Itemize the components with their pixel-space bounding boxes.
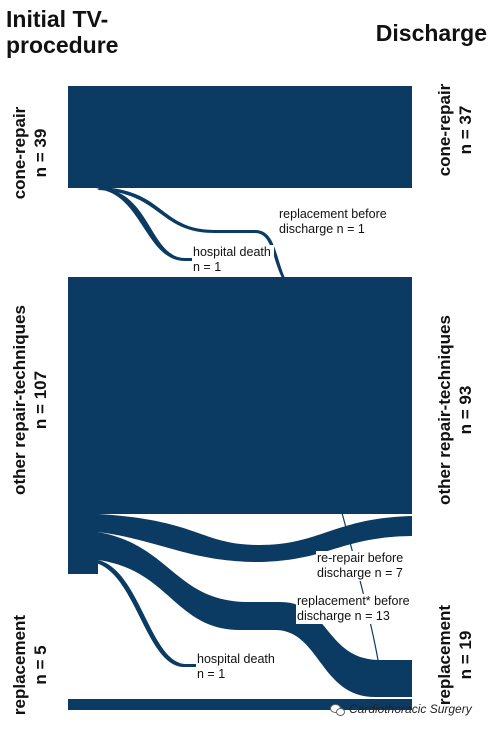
flow-cone-to-replacement — [98, 187, 285, 278]
node-other-left-tail — [68, 514, 98, 574]
annotation-cone-death: hospital death n = 1 — [192, 245, 274, 275]
annotation-cone-replacement-text: replacement before discharge n = 1 — [279, 207, 387, 236]
right-node-label-cone: cone-repair n = 37 — [434, 84, 476, 177]
left-node-count: n = 107 — [31, 370, 50, 430]
annotation-other-death-text: hospital death n = 1 — [197, 652, 275, 681]
left-node-label-cone: cone-repair n = 39 — [9, 107, 51, 200]
left-node-label-other: other repair-techniques n = 107 — [9, 305, 51, 495]
right-node-name: replacement — [435, 604, 454, 706]
annotation-other-replacement-text: replacement* before discharge n = 13 — [297, 594, 410, 623]
right-node-count: n = 37 — [456, 105, 475, 155]
right-node-label-other: other repair-techniques n = 93 — [434, 315, 476, 505]
flow-other-rerepair — [98, 514, 412, 562]
watermark-text: Cardiothoracic Surgery — [349, 702, 472, 716]
left-node-name: cone-repair — [10, 106, 29, 200]
flow-cone-to-death — [96, 188, 225, 261]
right-node-count: n = 19 — [456, 630, 475, 680]
annotation-other-rerepair: re-repair before discharge n = 7 — [316, 551, 422, 581]
flow-other-to-death — [96, 560, 225, 667]
left-node-label-replacement: replacement n = 5 — [9, 615, 51, 715]
flow-other-to-other — [68, 277, 412, 514]
annotation-cone-replacement: replacement before discharge n = 1 — [278, 207, 390, 237]
right-node-label-replacement: replacement n = 19 — [434, 605, 476, 705]
flow-replacement-to-replacement — [68, 699, 412, 710]
wechat-icon — [330, 703, 345, 716]
right-node-name: other repair-techniques — [435, 315, 454, 505]
annotation-other-replacement: replacement* before discharge n = 13 — [296, 594, 426, 624]
left-column-header: Initial TV-procedure — [6, 6, 119, 58]
watermark: Cardiothoracic Surgery — [330, 702, 472, 716]
left-node-name: other repair-techniques — [10, 305, 29, 495]
right-node-count: n = 93 — [456, 385, 475, 435]
left-node-name: replacement — [10, 614, 29, 716]
right-node-name: cone-repair — [435, 83, 454, 177]
left-node-count: n = 39 — [31, 128, 50, 178]
annotation-other-rerepair-text: re-repair before discharge n = 7 — [317, 551, 404, 580]
flow-other-to-replacement — [98, 532, 412, 697]
annotation-cone-death-text: hospital death n = 1 — [193, 245, 271, 274]
left-node-count: n = 5 — [31, 645, 50, 685]
annotation-other-death: hospital death n = 1 — [196, 652, 278, 682]
right-column-header: Discharge — [375, 20, 487, 46]
flow-cone-to-cone — [68, 86, 412, 188]
